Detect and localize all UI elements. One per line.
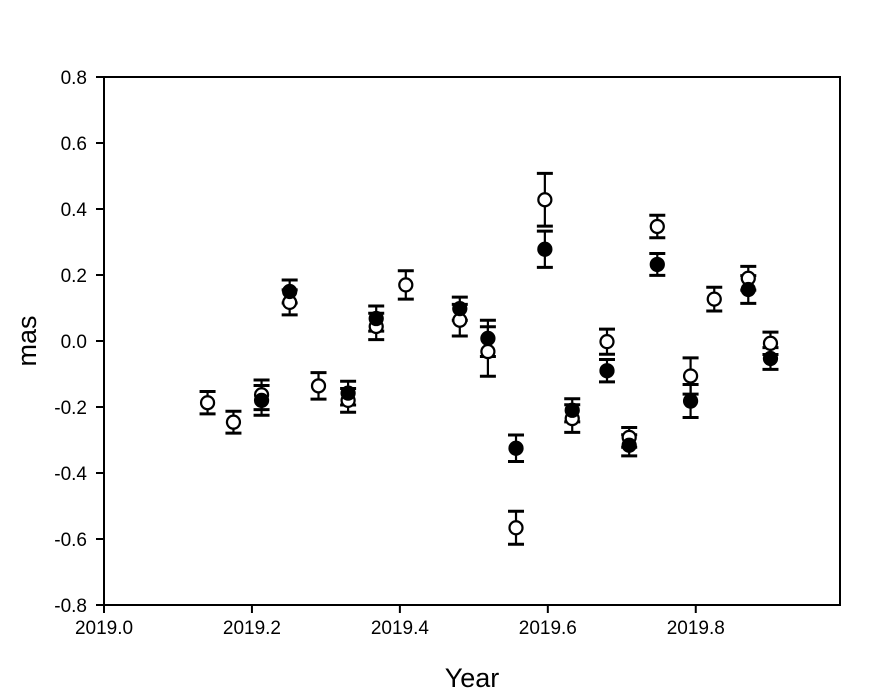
data-point-filled-circles [340, 385, 356, 401]
data-point-open-circles [706, 291, 722, 307]
data-point-open-circles [682, 368, 699, 384]
x-tick-label: 2019.2 [223, 618, 281, 639]
y-tick-label: -0.8 [54, 596, 87, 617]
y-tick-label: -0.2 [54, 398, 87, 419]
data-point-filled-circles [368, 310, 384, 327]
y-tick-label: 0.0 [61, 332, 87, 353]
data-point-open-circles [480, 343, 496, 360]
y-axis-title: mas [12, 315, 42, 366]
data-point-open-circles [398, 277, 414, 293]
x-tick-label: 2019.8 [667, 618, 725, 639]
data-point-open-circles [599, 334, 615, 350]
data-point-open-circles [537, 192, 553, 208]
data-point-filled-circles [740, 281, 756, 298]
data-point-filled-circles [649, 256, 665, 273]
data-point-filled-circles [253, 392, 270, 409]
data-point-filled-circles [480, 330, 496, 346]
data-point-open-circles [225, 414, 242, 430]
data-point-filled-circles [762, 350, 779, 367]
axis-ticks: 2019.0 2019.2 2019.4 2019.6 2019.8 -0.8 -0.6 -0… [54, 68, 725, 639]
data-point-filled-circles [537, 241, 553, 257]
data-point-filled-circles [452, 301, 468, 317]
data-point-filled-circles [564, 402, 580, 418]
data-point-filled-circles [682, 393, 699, 409]
data-point-filled-circles [282, 283, 298, 300]
y-tick-label: 0.8 [61, 68, 87, 89]
data-point-filled-circles [508, 440, 524, 456]
x-tick-label: 2019.4 [371, 618, 430, 639]
x-tick-label: 2019.0 [75, 618, 133, 639]
y-tick-label: -0.6 [54, 530, 87, 551]
y-tick-label: 0.2 [61, 266, 87, 287]
data-point-filled-circles [621, 437, 637, 453]
data-point-open-circles [508, 520, 524, 536]
data-point-filled-circles [599, 363, 615, 379]
x-tick-label: 2019.6 [519, 618, 577, 639]
plot-area-border [103, 76, 841, 606]
y-tick-label: -0.4 [54, 464, 87, 485]
y-tick-label: 0.6 [61, 134, 87, 155]
data-point-open-circles [649, 218, 665, 235]
data-points-layer [199, 192, 779, 536]
data-point-open-circles [310, 378, 327, 394]
data-point-open-circles [762, 335, 779, 351]
y-tick-label: 0.4 [61, 200, 88, 221]
data-point-open-circles [199, 395, 216, 411]
x-axis-title: Year [445, 663, 500, 693]
